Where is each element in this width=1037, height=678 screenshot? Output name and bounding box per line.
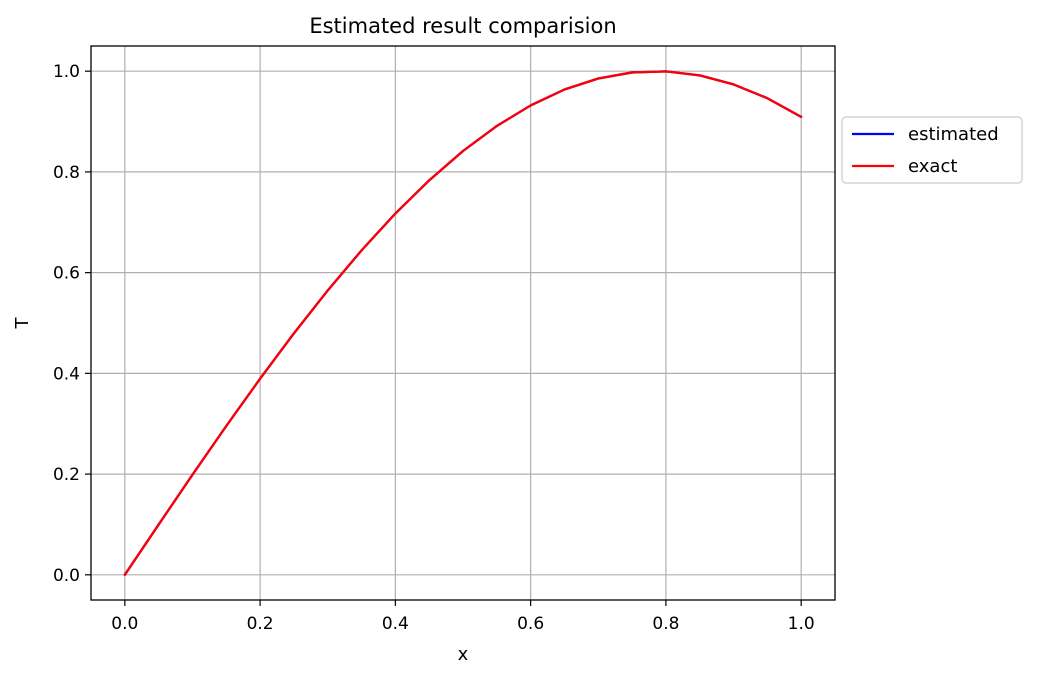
legend-label-exact: exact [908,156,957,177]
x-tick-label: 0.8 [652,614,679,634]
y-tick-label: 0.0 [53,566,80,586]
y-tick-label: 0.2 [53,465,80,485]
x-tick-label: 0.0 [111,614,138,634]
y-tick-label: 1.0 [53,62,80,82]
plot-frame [90,45,836,601]
series-lines [123,70,803,576]
x-tick-label: 0.2 [247,614,274,634]
y-axis-label: T [12,317,33,330]
y-tick-label: 0.8 [53,163,80,183]
y-tick-label: 0.6 [53,264,80,284]
x-axis-label: x [458,644,469,665]
series-line-exact [123,70,803,576]
y-axis-ticks: 0.0 0.2 0.4 0.6 0.8 1.0 [53,62,91,586]
chart-title: Estimated result comparision [309,14,616,38]
y-tick-label: 0.4 [53,364,80,384]
series-line-estimated [123,70,803,576]
x-axis-ticks: 0.0 0.2 0.4 0.6 0.8 1.0 [111,600,815,634]
x-tick-label: 0.4 [382,614,409,634]
grid [91,46,835,600]
x-tick-label: 0.6 [517,614,544,634]
legend: estimated exact [841,116,1023,184]
x-tick-label: 1.0 [788,614,815,634]
legend-label-estimated: estimated [908,124,999,145]
